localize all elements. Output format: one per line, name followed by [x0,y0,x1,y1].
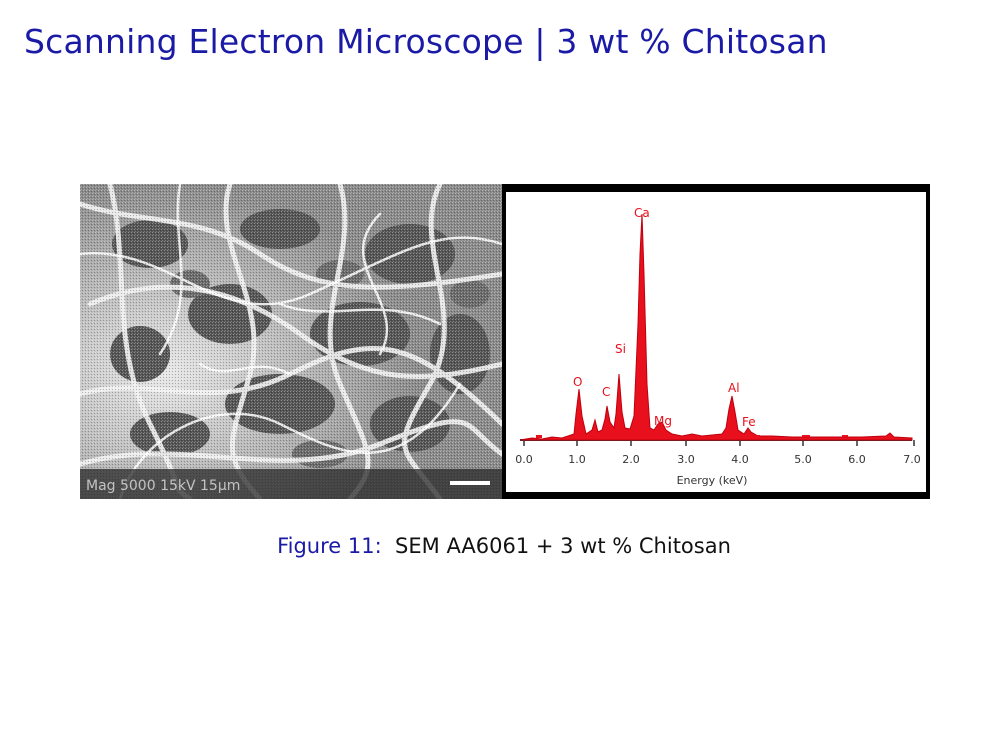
x-tick-label: 5.0 [794,453,812,466]
figure-caption-text: SEM AA6061 + 3 wt % Chitosan [395,534,731,558]
sem-info-bar: Mag 5000 15kV 15µm [86,478,240,494]
peak-label-si: Si [615,342,626,356]
x-tick-label: 7.0 [903,453,921,466]
x-tick-label: 1.0 [568,453,586,466]
peak-label-ca: Ca [634,206,650,220]
x-tick-label: 0.0 [515,453,533,466]
x-tick-label: 3.0 [677,453,695,466]
x-tick-label: 2.0 [622,453,640,466]
peak-label-mg: Mg [654,414,672,428]
peak-label-al: Al [728,381,740,395]
eds-spectrum: O C Si Ca Mg Al Fe 0.0 1.0 2.0 3.0 4.0 5… [502,184,930,499]
x-axis-label: Energy (keV) [677,474,748,487]
slide-title: Scanning Electron Microscope | 3 wt % Ch… [24,22,828,61]
figure-caption-label: Figure 11: [277,534,382,558]
sem-micrograph: Mag 5000 15kV 15µm [80,184,502,499]
eds-spectrum-trace [519,213,913,441]
x-tick-label: 6.0 [848,453,866,466]
figure-caption: Figure 11: SEM AA6061 + 3 wt % Chitosan [0,534,1008,558]
peak-label-o: O [573,375,582,389]
x-tick-label: 4.0 [731,453,749,466]
peak-label-fe: Fe [742,415,756,429]
figure-11: Mag 5000 15kV 15µm O C [80,184,930,499]
peak-label-c: C [602,385,610,399]
